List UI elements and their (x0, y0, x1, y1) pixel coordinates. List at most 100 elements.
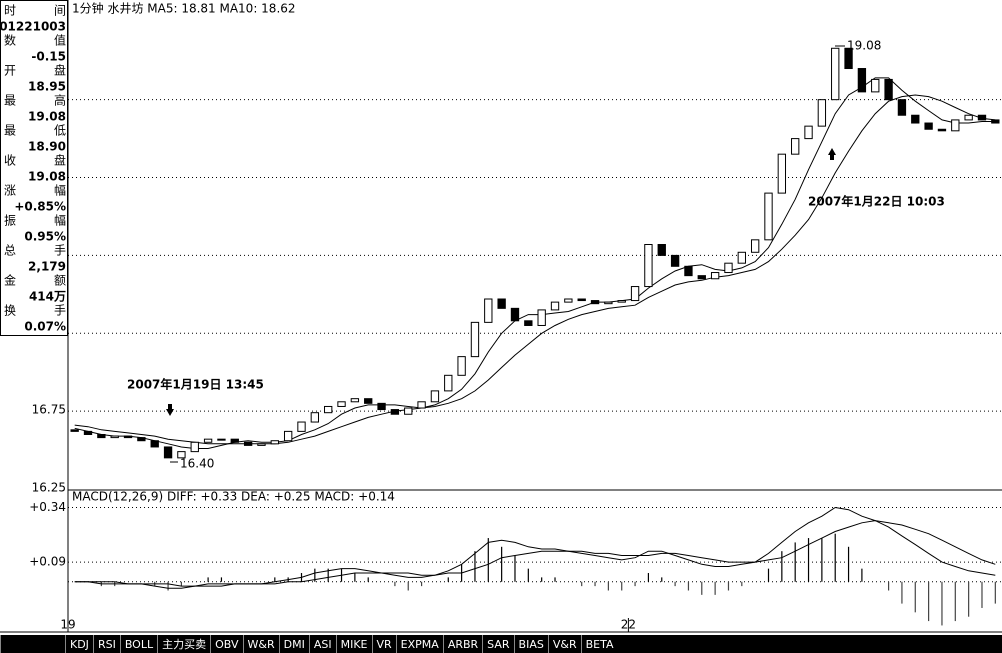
candle (150, 440, 159, 448)
candle (537, 309, 546, 326)
candle (804, 125, 813, 140)
candle (524, 320, 533, 326)
candle (203, 438, 213, 443)
info-label: 盘 (54, 63, 66, 78)
info-label: 间 (54, 4, 66, 18)
arrow (828, 148, 836, 160)
candle (724, 262, 733, 274)
tab[interactable]: RSI (92, 635, 120, 653)
candle (817, 99, 827, 127)
tab[interactable]: W&R (242, 635, 279, 653)
candle (70, 429, 79, 432)
candle (951, 119, 960, 132)
candle (470, 321, 480, 358)
info-value: 0.95% (24, 230, 66, 244)
info-value: +0.85% (14, 200, 66, 214)
candle (297, 421, 306, 432)
annotation: 16.40 (180, 457, 214, 471)
candle (457, 356, 466, 376)
candle (243, 441, 253, 446)
candle (137, 437, 146, 442)
info-label: 开 (4, 64, 16, 78)
tab[interactable]: ASI (308, 635, 336, 653)
candle (791, 138, 800, 155)
info-label: 手 (54, 304, 66, 318)
candle (964, 114, 973, 121)
annotation: 2007年1月19日 13:45 (127, 377, 264, 392)
tab[interactable]: MIKE (335, 635, 372, 653)
info-label: 幅 (54, 183, 66, 198)
candle (604, 301, 613, 305)
candle (310, 412, 320, 423)
info-value: 19.08 (28, 110, 66, 124)
tab[interactable]: EXPMA (395, 635, 443, 653)
tab[interactable]: KDJ (65, 635, 93, 653)
tab[interactable]: BOLL (119, 635, 157, 653)
tab[interactable]: OBV (210, 635, 242, 653)
candle (337, 401, 346, 407)
candle (444, 374, 453, 392)
info-label: 值 (54, 33, 66, 48)
candle (831, 47, 840, 101)
tab[interactable]: ARBR (442, 635, 482, 653)
candle (83, 430, 93, 435)
info-panel-box (0, 0, 68, 336)
macd-title: MACD(12,26,9) DIFF: +0.33 DEA: +0.25 MAC… (72, 490, 395, 504)
candle (737, 251, 746, 264)
y-tick-label: +0.34 (29, 500, 66, 514)
tab[interactable]: VR (371, 635, 396, 653)
candle (404, 407, 413, 415)
info-label: 手 (54, 244, 66, 258)
candle (924, 122, 933, 130)
candle (270, 440, 279, 445)
candle (510, 307, 520, 322)
info-label: 涨 (4, 183, 16, 198)
macd-line (74, 520, 996, 587)
candle (777, 153, 787, 194)
candle (644, 244, 653, 288)
candle (844, 47, 853, 70)
candle (417, 401, 426, 409)
candle (257, 443, 266, 446)
tab[interactable]: DMI (278, 635, 309, 653)
candle (764, 192, 773, 241)
macd-line (74, 506, 996, 589)
candle (630, 286, 640, 302)
candle (324, 405, 333, 414)
candle (390, 409, 400, 415)
candle (884, 78, 893, 101)
info-label: 高 (54, 93, 66, 108)
info-value: 0.07% (24, 320, 66, 334)
info-value: 2,179 (28, 260, 66, 274)
info-label: 数 (4, 33, 16, 48)
candle (897, 99, 907, 116)
y-tick-label: 16.75 (32, 403, 66, 417)
candle (590, 300, 600, 305)
candle (857, 68, 867, 93)
y-tick-label: +0.09 (29, 555, 66, 569)
candle (871, 78, 880, 93)
tab[interactable]: BIAS (513, 635, 548, 653)
tab[interactable]: 主力买卖 (157, 635, 210, 653)
info-value: 18.95 (28, 80, 66, 94)
tab[interactable]: V&R (547, 635, 581, 653)
candle (670, 254, 680, 267)
tab-bar: KDJ RSI BOLL 主力买卖 OBV W&R DMI ASI MIKE VR EXPMA ARB… (0, 635, 1002, 653)
info-label: 最 (4, 124, 16, 138)
candle (697, 275, 706, 280)
tab-arrow[interactable] (0, 635, 65, 653)
info-label: 盘 (54, 153, 66, 168)
chart-title: 1分钟 水井坊 MA5: 18.81 MA10: 18.62 (72, 1, 296, 16)
info-label: 换 (4, 304, 16, 318)
background (0, 0, 1002, 635)
candle (110, 435, 119, 439)
tab[interactable]: BETA (580, 635, 618, 653)
candle (617, 300, 626, 303)
candle (123, 435, 133, 439)
info-label: 额 (54, 274, 66, 288)
candle (364, 398, 373, 404)
candle (750, 239, 760, 253)
tab[interactable]: SAR (482, 635, 513, 653)
candle (350, 398, 360, 403)
